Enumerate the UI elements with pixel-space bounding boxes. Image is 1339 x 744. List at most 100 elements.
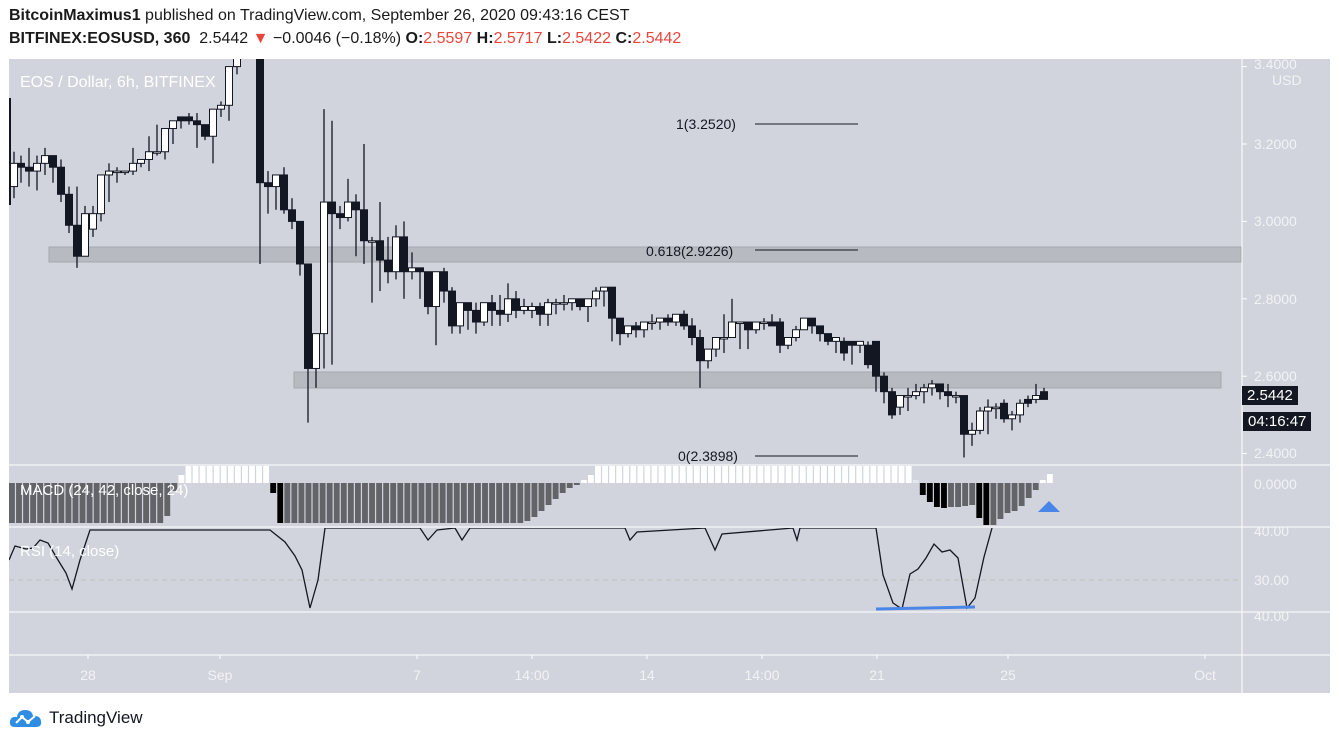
macd-bar [178,475,185,483]
macd-bar [354,483,361,523]
candle-up [368,240,376,243]
candle-down [304,263,312,369]
candle-down [464,302,472,311]
macd-bar [933,483,940,507]
macd-bar [715,466,721,483]
fib-level-0618[interactable]: 0.618(2.9226) [646,243,734,259]
macd-bar [545,483,552,505]
candle-up [97,174,105,215]
macd-bar [856,466,863,483]
macd-bar [1046,474,1053,483]
candle-up [153,151,161,154]
candle-up [312,333,320,369]
candle-down [376,240,384,261]
macd-bar [792,466,799,483]
time-axis-label: Oct [1194,667,1216,683]
macd-bar [799,466,806,483]
macd-bar [849,466,856,483]
candle-up [784,337,792,346]
macd-bar [595,466,601,483]
candle-up [592,290,600,300]
resistance-zone [48,246,1242,263]
macd-bar [79,483,86,523]
time-axis-label: 14:00 [514,667,550,683]
macd-bar [9,483,15,523]
macd-bar [58,483,65,523]
candle-up [161,128,169,153]
candle-down [608,286,616,319]
author-name[interactable]: BitcoinMaximus1 [9,7,141,24]
macd-bar [651,466,658,483]
macd-bar [446,483,453,523]
candle-up [113,170,121,174]
macd-bar [121,483,128,523]
macd-bar [249,466,255,483]
candle-up [760,321,768,325]
candle-down [512,298,520,311]
time-axis-label: 25 [1000,667,1016,683]
macd-bar [587,475,594,483]
candle-down [880,375,888,393]
candle-down [384,259,392,273]
price-change: −0.0046 (−0.18%) [272,30,402,47]
candle-up [640,321,648,331]
macd-bar [305,483,312,523]
candle-down [816,325,824,335]
macd-bar [199,466,206,483]
candle-down [768,321,776,327]
candle-up [456,302,464,327]
macd-bar [609,466,616,483]
macd-label: MACD (24, 42, close, 24) [20,482,189,499]
candle-down [848,340,856,346]
candle-down [488,302,496,311]
candle-down [632,325,640,331]
candle-up [33,162,41,172]
macd-bar [72,483,79,523]
macd-bar [820,466,827,483]
rsi-tick: 40.00 [1254,523,1290,539]
candle-down [193,120,201,126]
bullish-divergence-line [875,605,976,611]
time-axis-label: Sep [207,667,233,683]
candle-down [944,391,952,397]
macd-bar [658,466,665,483]
candle-up [137,158,145,164]
candle-up [81,213,89,257]
macd-bar [743,466,750,483]
fib-level-1[interactable]: 1(3.2520) [676,116,736,132]
brand-name: TradingView [49,708,143,727]
candle-down [872,340,880,377]
candle-up [408,267,416,273]
candle-up [752,321,760,331]
macd-bar [941,483,947,508]
macd-tick: 0.0000 [1254,476,1297,492]
macd-bar [700,466,707,483]
candle-up [504,298,512,315]
fib-level-0[interactable]: 0(2.3898) [678,448,738,464]
macd-bar [884,466,891,483]
candle-down [936,383,944,393]
candle-up [968,429,976,435]
candle-down [496,309,504,315]
price-tick: 2.6000 [1254,368,1297,384]
macd-bar [573,483,580,485]
time-axis-label: 14:00 [744,667,780,683]
macd-bar [637,466,644,483]
candle-up [1008,414,1016,420]
candle-up [896,395,904,408]
rsi-label: RSI (14, close) [20,543,120,560]
macd-bar [234,466,241,483]
candle-down [1024,398,1032,404]
candle-up [792,329,800,339]
rsi-tick: 40.00 [1254,608,1290,624]
macd-bar [496,483,503,523]
candle-down [448,290,456,327]
candle-up [832,337,840,342]
macd-bar [270,483,277,493]
macd-bar [531,483,538,517]
tradingview-branding[interactable]: TradingView [9,707,143,729]
macd-bar [340,483,347,523]
candle-down [328,201,336,215]
